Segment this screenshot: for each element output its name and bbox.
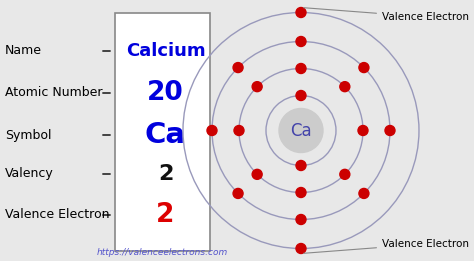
Circle shape [233,188,243,198]
Text: Valency: Valency [5,168,54,181]
Circle shape [296,91,306,100]
Text: 2: 2 [158,164,173,184]
Circle shape [234,126,244,135]
Text: Ca: Ca [145,121,186,149]
Circle shape [296,37,306,46]
Circle shape [340,169,350,179]
Text: Atomic Number: Atomic Number [5,86,102,99]
Text: Valence Electron: Valence Electron [304,239,469,253]
Text: 2: 2 [156,202,175,228]
Circle shape [233,63,243,73]
Text: Valence Electron: Valence Electron [304,8,469,22]
Circle shape [340,82,350,92]
FancyBboxPatch shape [115,13,210,251]
Text: Ca: Ca [290,122,312,139]
Circle shape [252,82,262,92]
Circle shape [296,63,306,74]
Circle shape [296,187,306,198]
Circle shape [296,215,306,224]
Circle shape [207,126,217,135]
Circle shape [296,244,306,253]
Circle shape [279,109,323,152]
Circle shape [252,169,262,179]
Circle shape [359,188,369,198]
Text: 20: 20 [147,80,184,106]
Circle shape [359,63,369,73]
Circle shape [296,8,306,17]
Text: Valence Electron: Valence Electron [5,209,109,222]
Text: Calcium: Calcium [126,42,205,60]
Circle shape [296,161,306,170]
Text: Name: Name [5,44,42,57]
Circle shape [358,126,368,135]
Text: Symbol: Symbol [5,128,52,141]
Circle shape [385,126,395,135]
Text: https://valenceelectrons.com: https://valenceelectrons.com [97,248,228,257]
